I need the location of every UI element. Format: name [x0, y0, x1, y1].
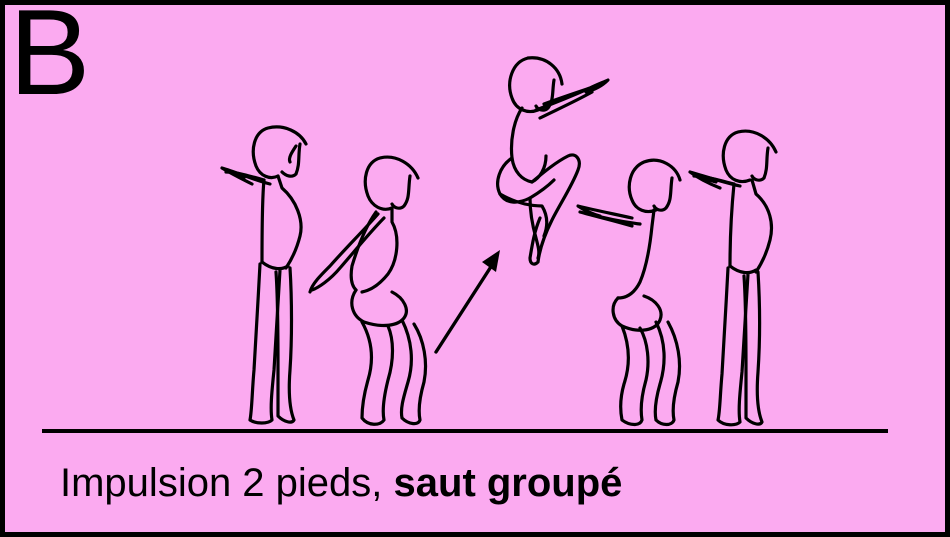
figure-crouch-arms-back — [308, 155, 428, 426]
figure-landing-crouch — [576, 158, 682, 427]
caption-normal: Impulsion 2 pieds, — [60, 461, 394, 505]
direction-arrow — [434, 250, 500, 354]
figure-standing-start — [220, 125, 308, 425]
caption-bold: saut groupé — [393, 461, 623, 505]
figure-standing-end — [688, 129, 778, 427]
caption: Impulsion 2 pieds, saut groupé — [60, 463, 622, 503]
figure-tuck-jump — [496, 56, 610, 266]
panel-letter: B — [9, 0, 91, 120]
